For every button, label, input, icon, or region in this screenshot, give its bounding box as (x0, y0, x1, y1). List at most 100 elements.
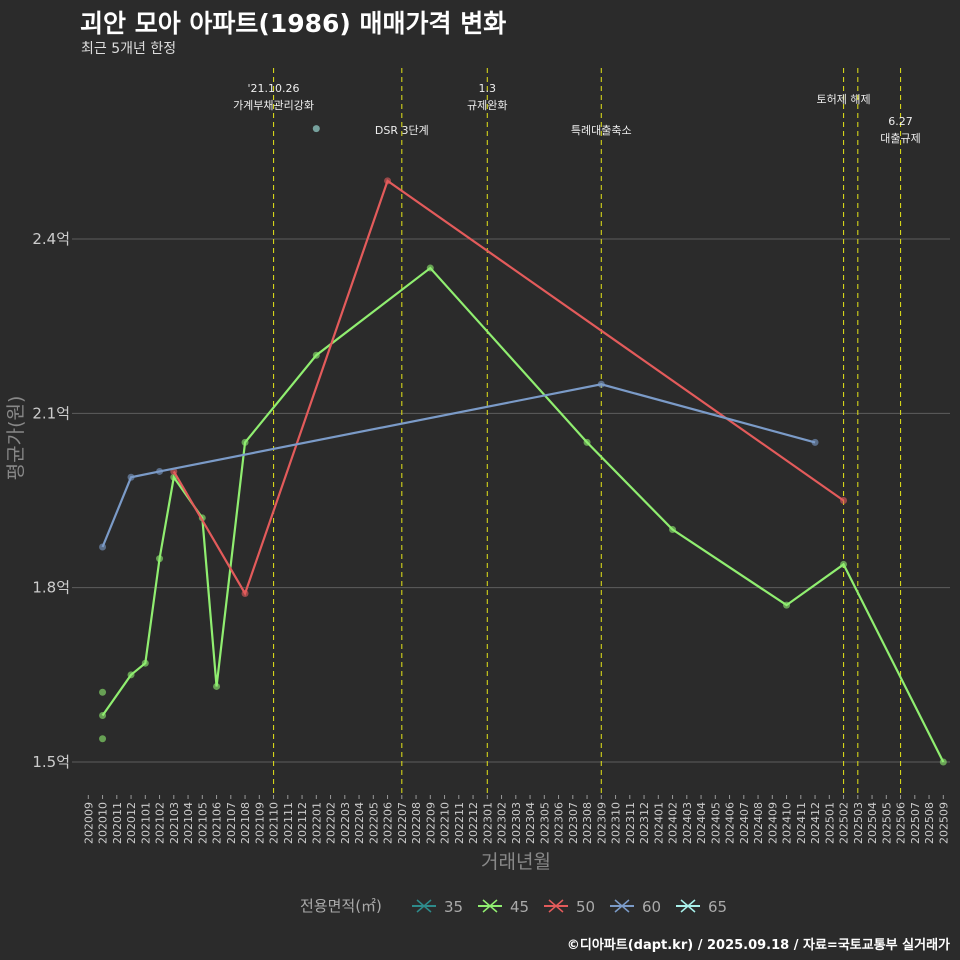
x-tick-label: 202010 (97, 802, 110, 844)
x-tick-label: 202405 (709, 802, 722, 844)
data-point-45 (939, 758, 947, 766)
data-point-45 (141, 659, 149, 667)
x-tick-label: 202206 (382, 802, 395, 844)
event-label: 6.27 (888, 115, 913, 128)
legend-label: 50 (576, 898, 595, 916)
data-point-45 (312, 351, 320, 359)
x-axis-title: 거래년월 (481, 851, 551, 873)
x-tick-label: 202506 (895, 802, 908, 844)
x-tick-label: 202009 (82, 802, 95, 844)
data-point-60 (597, 380, 605, 388)
event-label: 특례대출축소 (571, 124, 632, 137)
x-tick-label: 202507 (909, 802, 922, 844)
data-point-45 (213, 682, 221, 690)
x-tick-label: 202311 (624, 802, 637, 844)
x-tick-label: 202308 (581, 802, 594, 844)
data-point-45 (99, 712, 107, 720)
x-tick-label: 202309 (595, 802, 608, 844)
x-tick-label: 202110 (268, 802, 281, 844)
x-tick-label: 202504 (866, 802, 879, 844)
event-label: 규제완화 (467, 99, 507, 112)
legend-marker-icon (482, 899, 498, 913)
x-tick-label: 202301 (481, 802, 494, 844)
y-tick-label: 2.1억 (32, 404, 70, 422)
x-tick-label: 202411 (795, 802, 808, 844)
x-tick-label: 202412 (809, 802, 822, 844)
data-point-45 (840, 560, 848, 568)
legend-label: 60 (642, 898, 661, 916)
y-tick-label: 1.5억 (32, 753, 70, 771)
data-point-60 (156, 467, 164, 475)
x-tick-label: 202105 (196, 802, 209, 844)
data-point-50 (840, 497, 848, 504)
x-tick-label: 202404 (695, 802, 708, 844)
y-tick-label: 2.4억 (32, 230, 70, 248)
x-tick-label: 202211 (453, 802, 466, 844)
legend-title: 전용면적(㎡) (300, 897, 382, 915)
x-tick-label: 202011 (111, 802, 124, 844)
x-tick-label: 202304 (524, 802, 537, 844)
event-label: DSR 3단계 (375, 124, 429, 137)
x-tick-label: 202503 (852, 802, 865, 844)
x-tick-label: 202305 (538, 802, 551, 844)
x-tick-label: 202103 (168, 802, 181, 844)
series-line-45 (101, 266, 945, 763)
x-tick-label: 202107 (225, 802, 238, 844)
legend-marker-icon (416, 899, 432, 913)
x-tick-label: 202212 (467, 802, 480, 844)
x-tick-label: 202401 (652, 802, 665, 844)
x-tick-label: 202407 (738, 802, 751, 844)
x-tick-label: 202502 (838, 802, 851, 844)
legend-marker-icon (614, 899, 630, 913)
event-label: 토허제 해제 (816, 92, 870, 106)
legend-marker-icon (548, 899, 564, 913)
data-point-45 (99, 688, 107, 696)
x-tick-label: 202102 (154, 802, 167, 844)
data-point-60 (99, 543, 107, 551)
x-tick-label: 202310 (610, 802, 623, 844)
data-point-45 (156, 555, 164, 563)
event-label: '21.10.26 (248, 82, 300, 95)
legend-label: 65 (708, 898, 727, 916)
x-tick-label: 202012 (125, 802, 138, 844)
data-point-45 (127, 671, 135, 679)
legend-label: 35 (444, 898, 463, 916)
x-tick-label: 202201 (310, 802, 323, 844)
x-tick-label: 202112 (296, 802, 309, 844)
event-label: 1.3 (479, 82, 497, 95)
chart-subtitle: 최근 5개년 한정 (81, 41, 177, 57)
x-tick-label: 202210 (439, 802, 452, 844)
x-tick-label: 202402 (667, 802, 680, 844)
x-tick-label: 202203 (339, 802, 352, 844)
x-tick-label: 202410 (781, 802, 794, 844)
legend-label: 45 (510, 898, 529, 916)
data-point-60 (127, 473, 135, 481)
x-tick-label: 202104 (182, 802, 195, 844)
x-tick-label: 202302 (496, 802, 509, 844)
x-tick-label: 202111 (282, 802, 295, 844)
x-tick-label: 202205 (367, 802, 380, 844)
y-tick-label: 1.8억 (32, 579, 70, 597)
data-point-60 (811, 438, 819, 446)
x-tick-label: 202501 (823, 802, 836, 844)
x-tick-label: 202204 (353, 802, 366, 844)
data-point-45 (583, 438, 591, 446)
x-tick-label: 202208 (410, 802, 423, 844)
event-label: 대출규제 (880, 132, 920, 145)
y-axis-title: 평균가(원) (5, 396, 27, 481)
x-tick-label: 202508 (923, 802, 936, 844)
data-point-45 (99, 735, 107, 743)
x-tick-label: 202312 (638, 802, 651, 844)
x-tick-label: 202108 (239, 802, 252, 844)
x-tick-label: 202403 (681, 802, 694, 844)
x-tick-label: 202306 (553, 802, 566, 844)
data-point-45 (241, 438, 249, 446)
x-tick-label: 202209 (424, 802, 437, 844)
x-tick-label: 202207 (396, 802, 409, 844)
data-point-45 (783, 601, 791, 609)
x-tick-label: 202409 (766, 802, 779, 844)
series-line-50 (172, 179, 845, 597)
series-line-60 (101, 383, 816, 548)
x-tick-label: 202109 (253, 802, 266, 844)
